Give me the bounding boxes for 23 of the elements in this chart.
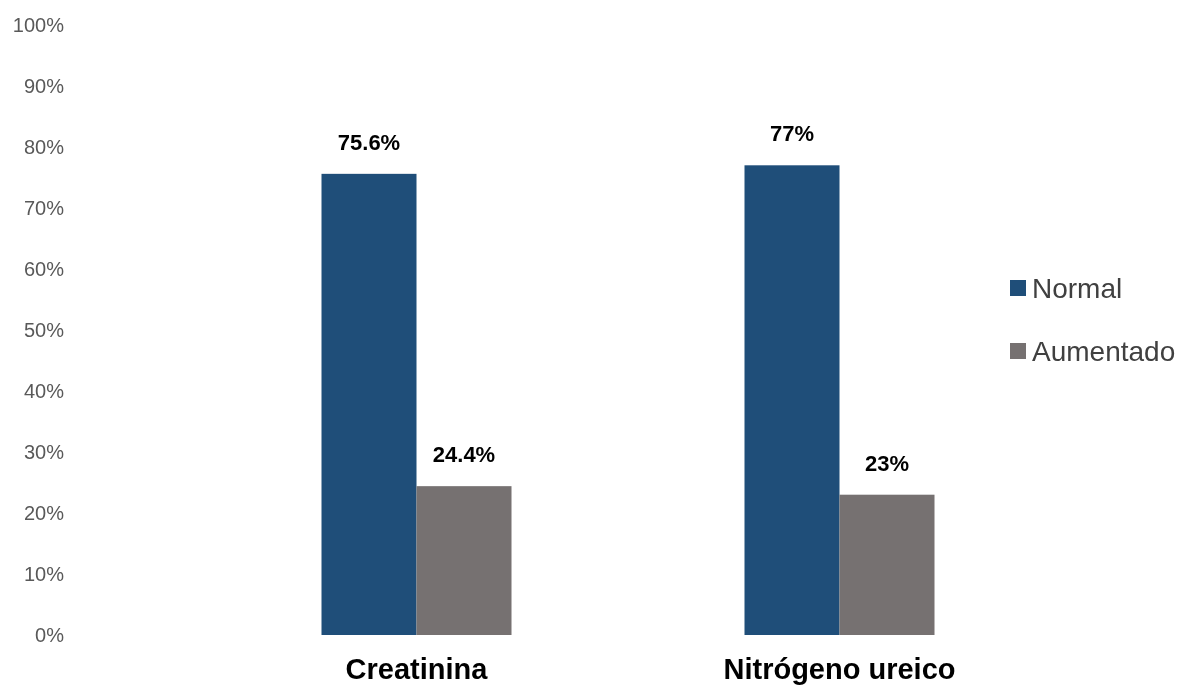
bar bbox=[321, 173, 417, 635]
y-tick-label: 70% bbox=[23, 196, 65, 219]
y-tick-label: 20% bbox=[23, 501, 65, 524]
y-tick-label: 100% bbox=[12, 13, 65, 36]
y-tick-label: 90% bbox=[23, 74, 65, 97]
legend-label: Normal bbox=[1032, 273, 1123, 305]
y-tick-label: 10% bbox=[23, 562, 65, 585]
y-tick-label: 30% bbox=[23, 440, 65, 463]
x-tick-label: Nitrógeno ureico bbox=[723, 653, 956, 686]
data-label: 75.6% bbox=[337, 129, 401, 155]
bar bbox=[839, 494, 935, 635]
data-label: 77% bbox=[769, 121, 815, 147]
y-tick-label: 60% bbox=[23, 257, 65, 280]
data-label: 24.4% bbox=[432, 442, 496, 468]
y-tick-label: 0% bbox=[35, 623, 65, 646]
bar bbox=[416, 486, 512, 635]
bar bbox=[744, 165, 840, 635]
y-tick-label: 80% bbox=[23, 135, 65, 158]
y-tick-label: 50% bbox=[23, 318, 65, 341]
legend-label: Aumentado bbox=[1032, 336, 1176, 368]
x-tick-label: Creatinina bbox=[345, 653, 489, 686]
data-label: 23% bbox=[864, 450, 910, 476]
y-tick-label: 40% bbox=[23, 379, 65, 402]
